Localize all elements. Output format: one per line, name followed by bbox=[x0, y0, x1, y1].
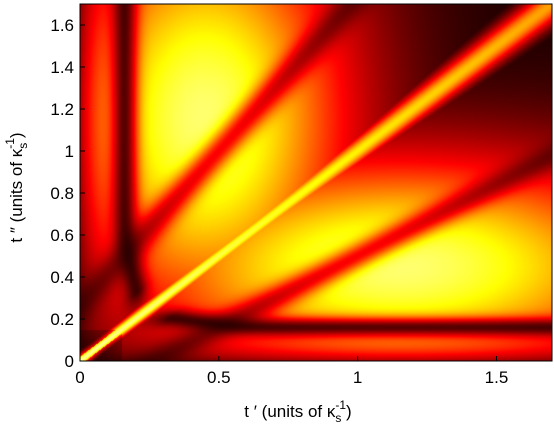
y-axis-label: t ″ (units of κs-1) bbox=[3, 132, 30, 242]
y-tick-label: 0.2 bbox=[50, 310, 74, 329]
y-tick-label: 0.6 bbox=[50, 226, 74, 245]
y-tick-label: 0.8 bbox=[50, 184, 74, 203]
x-axis-ticks: 0 0.5 1 1.5 bbox=[75, 356, 508, 387]
x-axis-label: t ′ (units of κs-1) bbox=[244, 398, 351, 425]
y-tick-label: 1.4 bbox=[50, 58, 74, 77]
y-tick-label: 1.6 bbox=[50, 16, 74, 35]
y-tick-label: 1.2 bbox=[50, 100, 74, 119]
x-tick-label: 1.5 bbox=[485, 368, 509, 387]
y-axis-ticks: 0 0.2 0.4 0.6 0.8 1 1.2 1.4 1.6 bbox=[50, 16, 85, 371]
x-tick-label: 1 bbox=[353, 368, 362, 387]
plot-frame bbox=[79, 3, 553, 362]
heatmap-image bbox=[80, 4, 552, 361]
y-tick-label: 0 bbox=[65, 352, 74, 371]
x-tick-label: 0 bbox=[75, 368, 84, 387]
y-tick-label: 0.4 bbox=[50, 268, 74, 287]
x-tick-label: 0.5 bbox=[207, 368, 231, 387]
y-tick-label: 1 bbox=[65, 142, 74, 161]
heatmap-plot-area bbox=[79, 3, 553, 362]
